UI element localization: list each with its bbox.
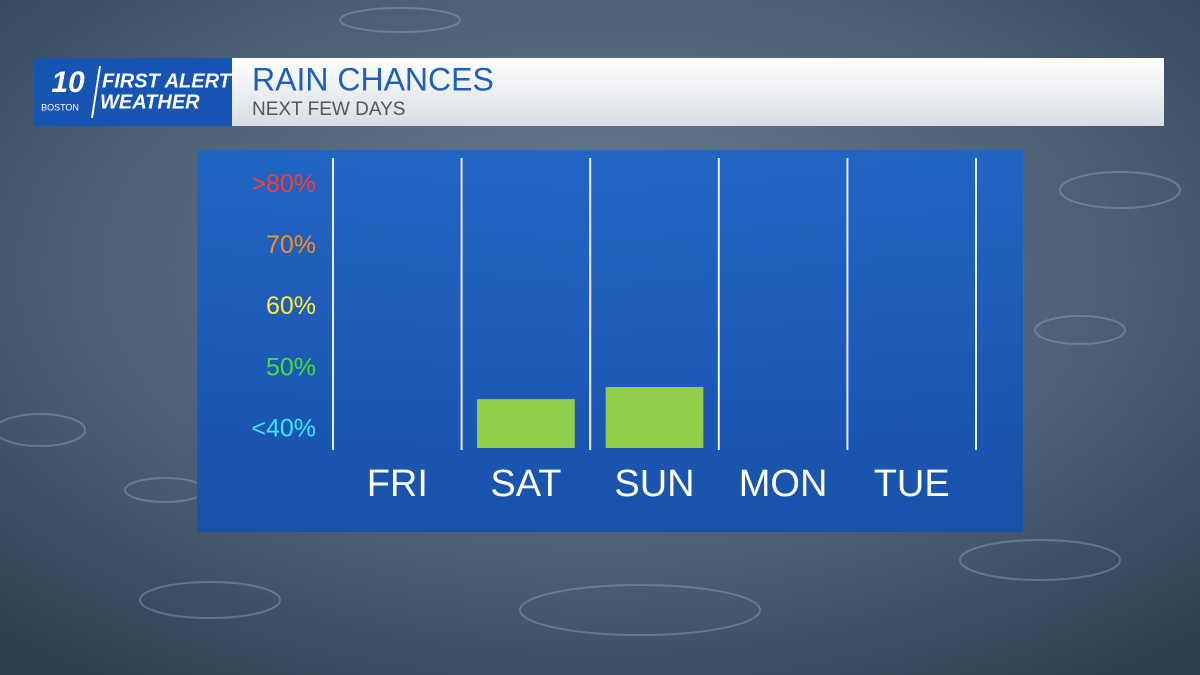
bar xyxy=(477,399,575,448)
y-tick-label: <40% xyxy=(251,414,316,442)
x-tick-label: MON xyxy=(739,463,828,505)
logo-city: BOSTON xyxy=(41,102,79,112)
chart-panel xyxy=(197,150,1023,532)
x-tick-label: SAT xyxy=(490,463,561,505)
y-tick-label: 70% xyxy=(266,231,316,259)
chart-subtitle: NEXT FEW DAYS xyxy=(252,99,405,120)
x-tick-label: TUE xyxy=(874,463,950,505)
logo-line1: FIRST ALERT xyxy=(102,70,233,92)
y-tick-label: 50% xyxy=(266,353,316,381)
y-tick-label: >80% xyxy=(251,170,316,198)
logo-number: 10 xyxy=(51,66,85,99)
bar xyxy=(605,386,704,448)
logo-line2: WEATHER xyxy=(100,91,200,113)
logo-box xyxy=(34,58,232,126)
x-tick-label: SUN xyxy=(614,463,694,505)
x-tick-label: FRI xyxy=(367,463,428,505)
y-tick-label: 60% xyxy=(266,292,316,320)
logo-divider xyxy=(91,65,101,119)
chart-title: RAIN CHANCES xyxy=(252,61,494,97)
